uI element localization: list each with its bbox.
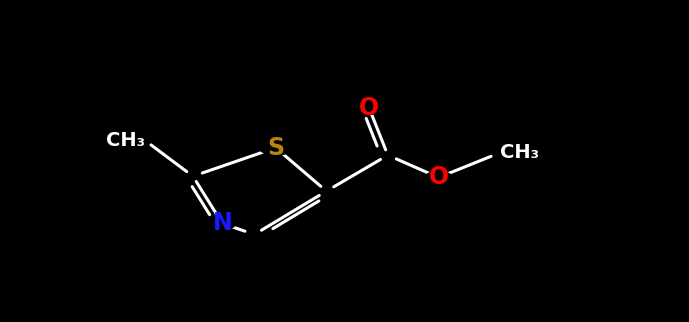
Circle shape: [356, 102, 382, 114]
Text: CH₃: CH₃: [106, 131, 145, 150]
Text: N: N: [212, 211, 232, 235]
Text: O: O: [429, 166, 449, 189]
Circle shape: [209, 217, 236, 230]
Circle shape: [425, 171, 452, 184]
Circle shape: [260, 140, 291, 155]
Text: O: O: [359, 96, 379, 120]
Text: CH₃: CH₃: [500, 143, 539, 162]
Text: S: S: [267, 136, 285, 160]
